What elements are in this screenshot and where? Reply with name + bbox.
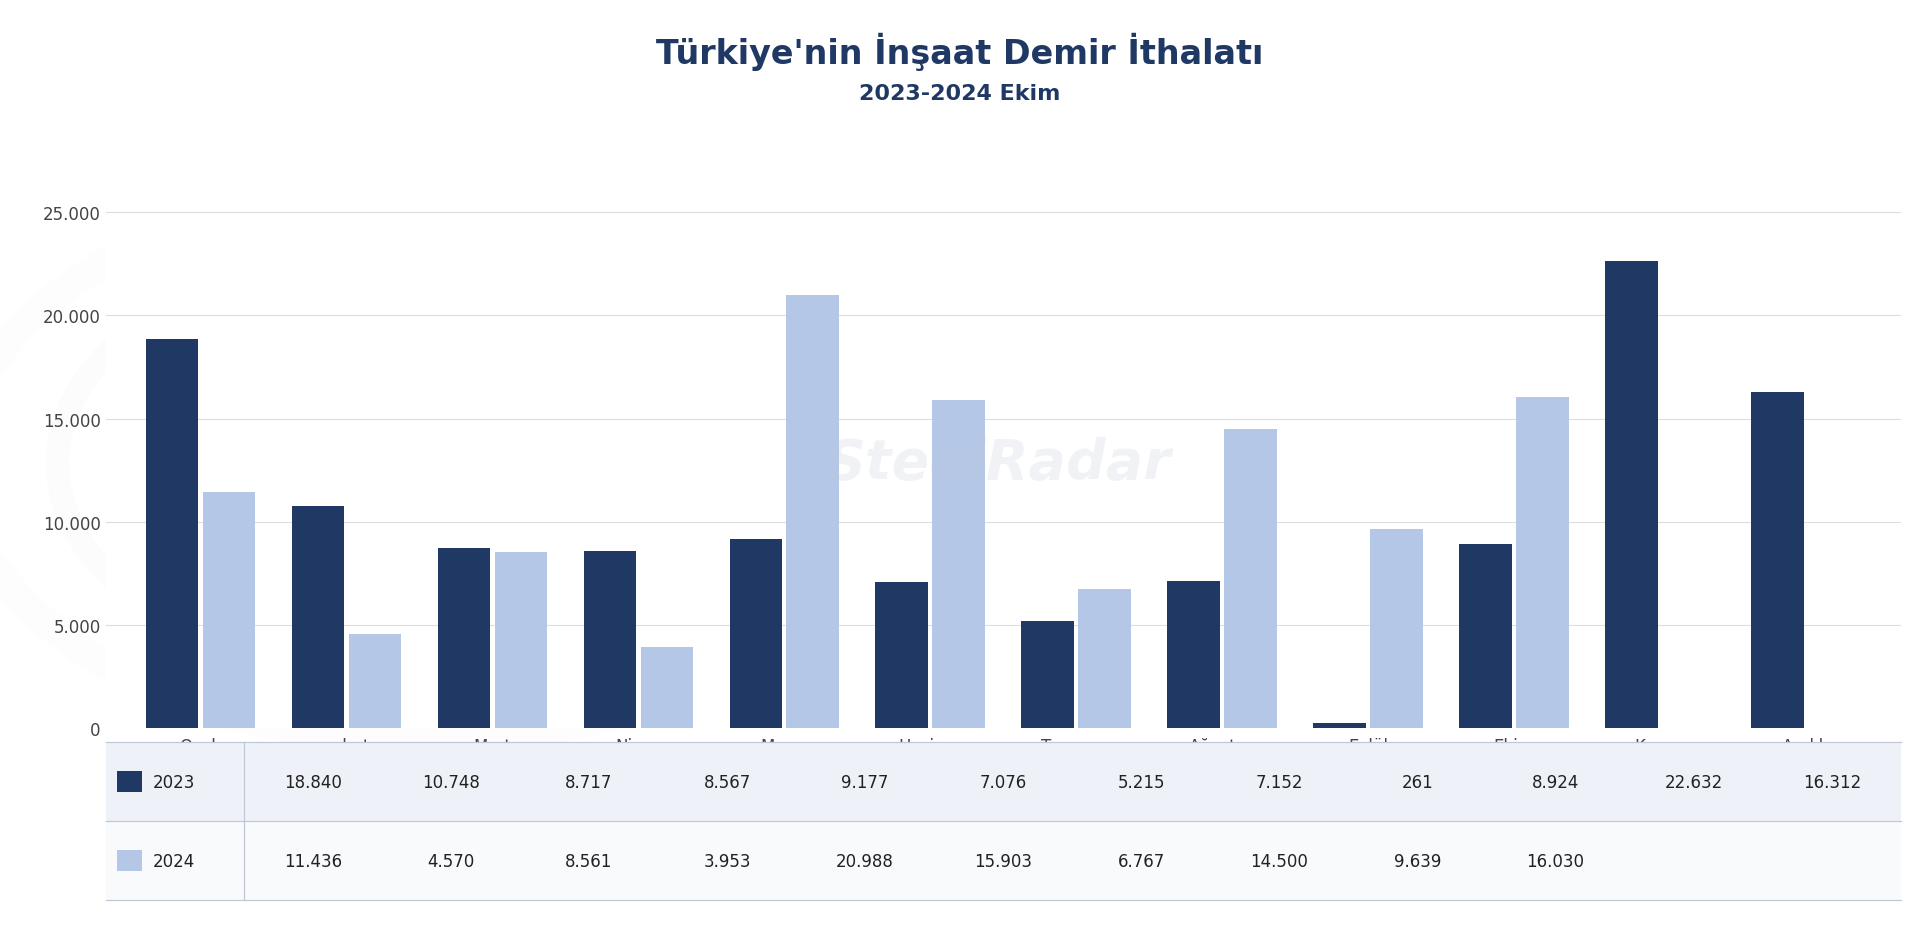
Bar (1079, 589, 1131, 728)
Bar (876, 583, 927, 728)
Text: 15.903: 15.903 (973, 852, 1033, 870)
Text: 16.312: 16.312 (1803, 773, 1860, 791)
Text: 8.561: 8.561 (564, 852, 612, 870)
Bar (146, 340, 198, 728)
Text: 18.840: 18.840 (284, 773, 342, 791)
Bar (1459, 545, 1511, 728)
Text: 9.639: 9.639 (1394, 852, 1442, 870)
Text: 11.436: 11.436 (284, 852, 342, 870)
Text: 5.215: 5.215 (1117, 773, 1165, 791)
Bar (292, 507, 344, 728)
Text: 2024: 2024 (154, 852, 196, 870)
Text: Türkiye'nin İnşaat Demir İthalatı: Türkiye'nin İnşaat Demir İthalatı (657, 32, 1263, 71)
Text: 14.500: 14.500 (1250, 852, 1308, 870)
Text: 3.953: 3.953 (703, 852, 751, 870)
Text: 8.567: 8.567 (703, 773, 751, 791)
Text: 8.924: 8.924 (1532, 773, 1580, 791)
Bar (349, 634, 401, 728)
Bar (933, 401, 985, 728)
Bar (438, 548, 490, 728)
Text: 9.177: 9.177 (841, 773, 889, 791)
Text: 2023-2024 Ekim: 2023-2024 Ekim (860, 84, 1060, 104)
Text: 10.748: 10.748 (422, 773, 480, 791)
Bar (641, 647, 693, 728)
Bar (730, 539, 781, 728)
Text: 20.988: 20.988 (837, 852, 895, 870)
Text: 2023: 2023 (154, 773, 196, 791)
Bar (1021, 621, 1073, 728)
Text: SteelRadar: SteelRadar (826, 437, 1171, 491)
Bar (204, 493, 255, 728)
Bar (495, 552, 547, 728)
Text: 16.030: 16.030 (1526, 852, 1584, 870)
Bar (1225, 430, 1277, 728)
Bar (1371, 530, 1423, 728)
Bar (1517, 398, 1569, 728)
Bar (584, 552, 636, 728)
Text: 22.632: 22.632 (1665, 773, 1722, 791)
Bar (787, 296, 839, 728)
Text: 4.570: 4.570 (428, 852, 474, 870)
Text: 7.076: 7.076 (979, 773, 1027, 791)
Bar (1313, 723, 1365, 728)
Bar (1751, 393, 1803, 728)
Text: 7.152: 7.152 (1256, 773, 1304, 791)
Text: 6.767: 6.767 (1117, 852, 1165, 870)
Text: 261: 261 (1402, 773, 1434, 791)
Bar (1167, 581, 1219, 728)
Text: 8.717: 8.717 (564, 773, 612, 791)
Bar (1605, 262, 1657, 728)
